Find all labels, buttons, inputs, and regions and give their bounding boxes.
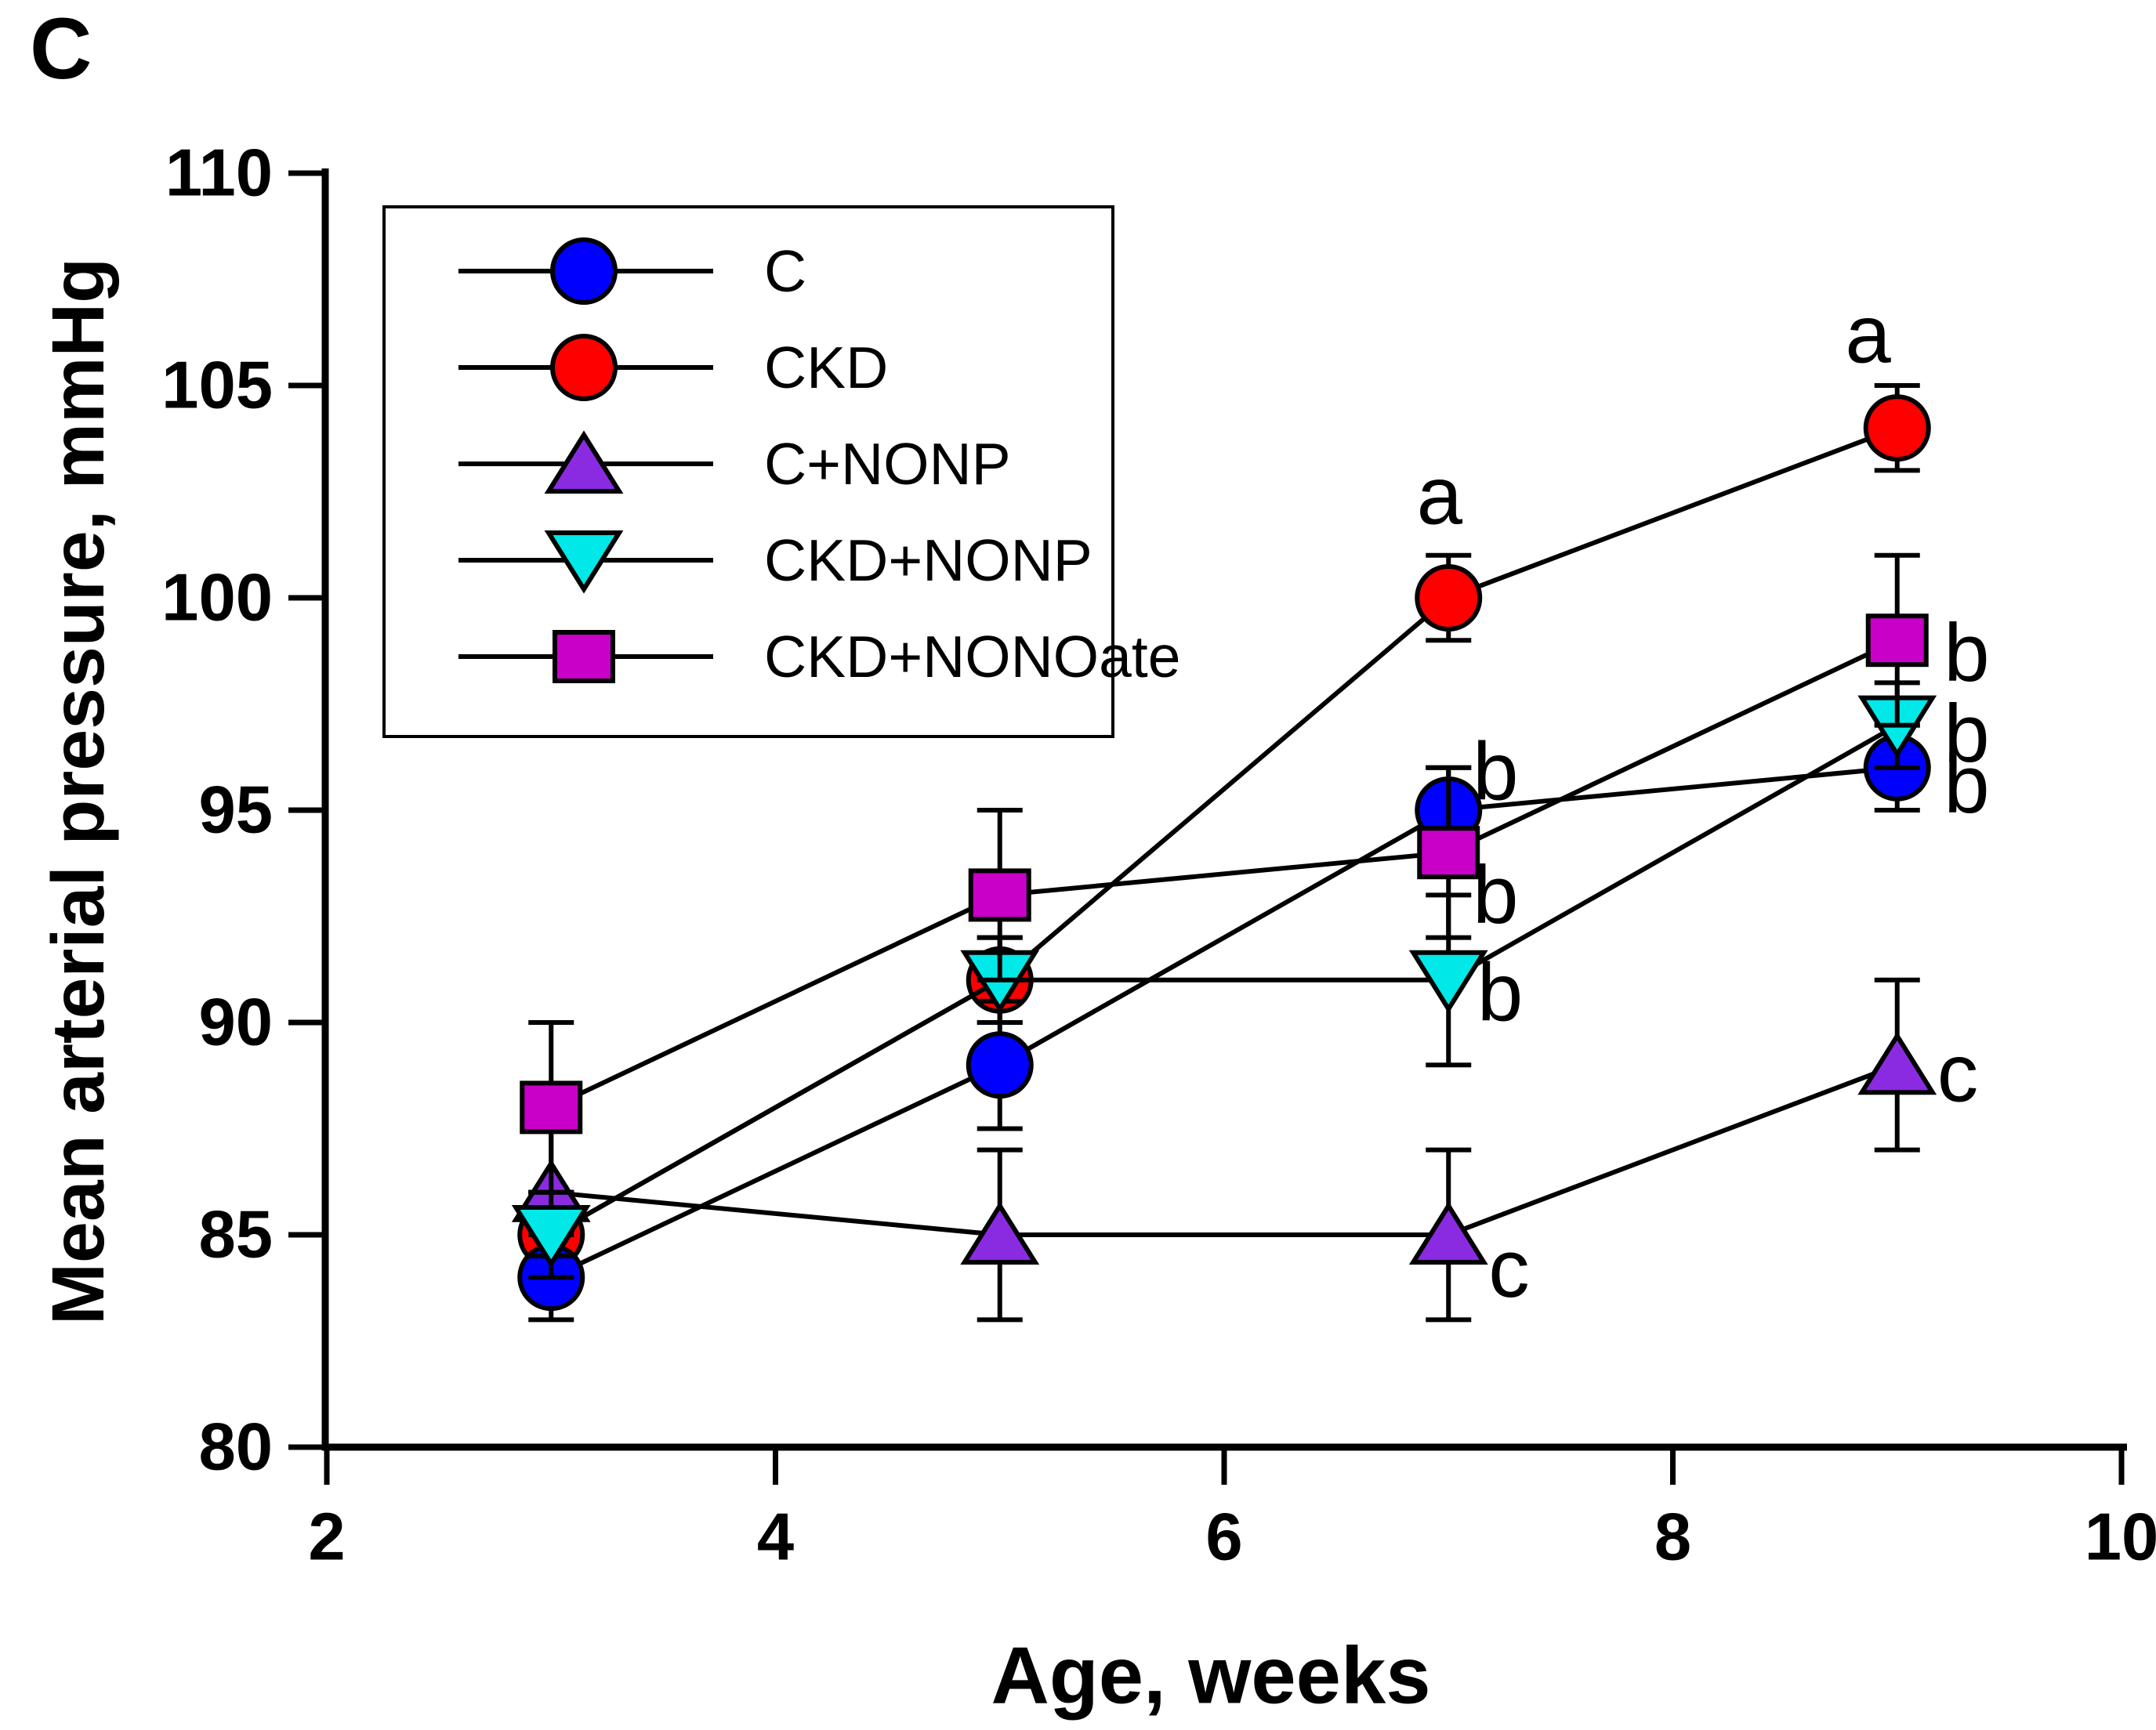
- significance-letter-b: b: [1944, 607, 1989, 699]
- legend-marker-circle-icon: [550, 334, 618, 401]
- y-tick-label: 80: [198, 1410, 273, 1485]
- legend-label-CKD+NONOate: CKD+NONOate: [764, 624, 1180, 689]
- legend-marker-circle-icon: [550, 237, 618, 305]
- y-tick-label: 100: [161, 561, 273, 635]
- x-tick-label: 8: [1654, 1500, 1691, 1575]
- x-tick-label: 10: [2085, 1500, 2156, 1575]
- series-line-C+NONP: [550, 1062, 1898, 1237]
- data-point-CKD+NONOate: [968, 868, 1031, 922]
- significance-letter-b: b: [1944, 739, 1989, 831]
- y-tick-label: 110: [165, 136, 273, 211]
- legend-box: [382, 205, 1114, 738]
- data-point-C+NONP: [1857, 1031, 1937, 1095]
- data-point-CKD+NONOate: [1417, 826, 1480, 880]
- data-point-CKD+NONOate: [1865, 613, 1929, 668]
- y-tick-label: 85: [198, 1198, 273, 1272]
- x-tick-label: 6: [1205, 1500, 1242, 1575]
- series-line-CKD+NONOate: [549, 638, 1899, 1110]
- series-line-C: [549, 765, 1898, 1279]
- legend-label-C: C: [764, 238, 806, 304]
- significance-letter-a: a: [1845, 288, 1891, 380]
- y-axis-title: Mean arterial pressure, mmHg: [37, 258, 120, 1325]
- legend-marker-square-icon: [553, 630, 615, 683]
- series-line-CKD+NONP: [549, 722, 1899, 1237]
- significance-letter-a: a: [1417, 450, 1463, 541]
- x-tick-label: 2: [308, 1500, 345, 1575]
- x-tick-label: 4: [757, 1500, 794, 1575]
- panel-label: C: [30, 1, 92, 97]
- x-axis-title: Age, weeks: [991, 1630, 1430, 1721]
- significance-letter-b: b: [1944, 688, 1989, 780]
- legend-label-CKD: CKD: [764, 335, 888, 400]
- legend-label-CKD+NONP: CKD+NONP: [764, 527, 1092, 593]
- significance-letter-b: b: [1473, 726, 1518, 818]
- data-point-C: [966, 1031, 1034, 1099]
- y-tick-label: 95: [198, 773, 273, 848]
- legend-marker-triangle-down-icon: [544, 530, 624, 594]
- significance-letter-b: b: [1473, 849, 1518, 941]
- data-point-C+NONP: [1408, 1201, 1488, 1265]
- data-point-CKD+NONP: [1408, 950, 1488, 1014]
- data-point-CKD+NONOate: [520, 1080, 583, 1135]
- legend-label-C+NONP: C+NONP: [764, 431, 1011, 497]
- significance-letter-b: b: [1477, 947, 1523, 1039]
- y-tick-label: 90: [198, 986, 273, 1060]
- significance-letter-c: c: [1937, 1028, 1979, 1120]
- data-point-C+NONP: [960, 1201, 1040, 1265]
- y-tick-label: 105: [161, 349, 273, 423]
- data-point-CKD: [1415, 564, 1483, 632]
- data-point-CKD+NONP: [511, 1205, 591, 1269]
- data-point-CKD: [1863, 394, 1931, 462]
- significance-letter-c: c: [1488, 1223, 1530, 1315]
- legend-marker-triangle-up-icon: [544, 430, 624, 494]
